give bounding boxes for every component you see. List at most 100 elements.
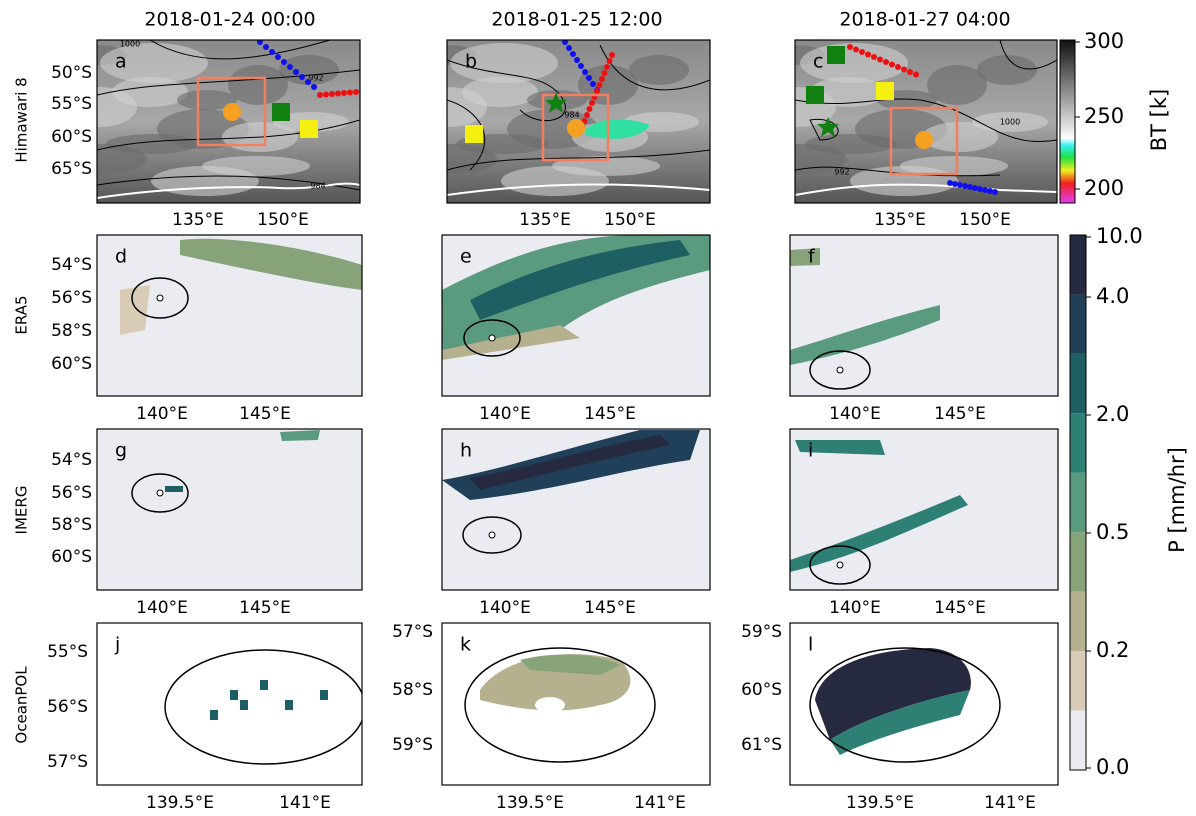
x-tick-label: 145°E bbox=[934, 404, 986, 424]
colorbar-tick-label: 0.5 bbox=[1096, 520, 1129, 544]
track-dot bbox=[599, 76, 605, 82]
x-tick-label: 145°E bbox=[934, 598, 986, 618]
track-dot bbox=[895, 64, 901, 70]
y-tick-label: 57°S bbox=[47, 752, 88, 772]
x-tick-label: 145°E bbox=[239, 404, 291, 424]
colorbar-tick-label: 300 bbox=[1084, 29, 1124, 53]
panel-letter: g bbox=[115, 440, 127, 462]
y-tick-label: 57°S bbox=[392, 622, 433, 642]
x-tick-label: 141°E bbox=[634, 793, 686, 813]
cloud bbox=[922, 122, 998, 152]
contour-label: 1000 bbox=[120, 40, 140, 49]
x-tick-label: 140°E bbox=[136, 598, 188, 618]
x-tick-label: 140°E bbox=[829, 404, 881, 424]
y-tick-label: 56°S bbox=[51, 483, 92, 503]
colorbar-segment bbox=[1070, 592, 1086, 651]
colorbar-segment bbox=[1070, 473, 1086, 532]
track-dot bbox=[607, 58, 613, 64]
radar-site bbox=[157, 295, 163, 301]
y-tick-label: 55°S bbox=[47, 642, 88, 662]
track-dot bbox=[977, 186, 983, 192]
contour-label: 992 bbox=[834, 168, 849, 177]
x-tick-label: 139.5°E bbox=[496, 793, 564, 813]
x-tick-label: 150°E bbox=[257, 210, 309, 230]
precip bbox=[230, 690, 238, 700]
panel bbox=[97, 623, 365, 785]
no-echo bbox=[535, 697, 565, 713]
radar-site bbox=[489, 335, 495, 341]
precip bbox=[790, 248, 820, 266]
track-dot bbox=[281, 59, 287, 65]
column-title: 2018-01-24 00:00 bbox=[144, 9, 315, 31]
y-tick-label: 54°S bbox=[51, 255, 92, 275]
panel-letter: a bbox=[115, 51, 127, 73]
y-tick-label: 60°S bbox=[51, 354, 92, 374]
track-dot bbox=[957, 182, 963, 188]
y-tick-label: 56°S bbox=[51, 288, 92, 308]
radar-site bbox=[837, 562, 843, 568]
cloud bbox=[850, 166, 958, 196]
y-tick-label: 50°S bbox=[51, 63, 92, 83]
colorbar-segment bbox=[1070, 711, 1086, 770]
panel-bg bbox=[97, 429, 362, 590]
track-dot bbox=[275, 54, 281, 60]
track-dot bbox=[609, 52, 615, 58]
track-dot bbox=[853, 47, 859, 53]
panel-letter: d bbox=[115, 246, 127, 268]
contour-label: 984 bbox=[310, 182, 325, 191]
track-dot bbox=[335, 91, 341, 97]
contour-label: 984 bbox=[564, 111, 579, 120]
panel-letter: e bbox=[460, 246, 472, 268]
y-tick-label: 58°S bbox=[51, 321, 92, 341]
cloud bbox=[228, 65, 288, 105]
track-dot bbox=[570, 51, 576, 57]
track-dot bbox=[347, 90, 353, 96]
x-tick-label: 139.5°E bbox=[846, 793, 914, 813]
panel-letter: c bbox=[813, 51, 823, 73]
track-dot bbox=[590, 81, 596, 87]
contour-label: 1000 bbox=[1000, 118, 1020, 127]
panel-letter: i bbox=[808, 440, 813, 462]
x-tick-label: 145°E bbox=[584, 404, 636, 424]
panel bbox=[442, 623, 710, 785]
track-dot bbox=[883, 59, 889, 65]
track-dot bbox=[847, 44, 853, 50]
track-dot bbox=[589, 100, 595, 106]
track-dot bbox=[574, 57, 580, 63]
track-dot bbox=[329, 91, 335, 97]
track-dot bbox=[859, 49, 865, 55]
marker bbox=[272, 103, 290, 121]
colorbar-segment bbox=[1070, 354, 1086, 413]
panel bbox=[442, 235, 710, 396]
marker bbox=[915, 131, 933, 149]
precip bbox=[165, 486, 183, 492]
track-dot bbox=[263, 44, 269, 50]
cloud bbox=[629, 55, 689, 85]
track-dot bbox=[604, 64, 610, 70]
panel-letter: k bbox=[460, 634, 471, 656]
track-dot bbox=[287, 64, 293, 70]
x-tick-label: 140°E bbox=[479, 404, 531, 424]
panel-letter: b bbox=[465, 51, 477, 73]
colorbar-tick-label: 10.0 bbox=[1096, 224, 1143, 248]
track-dot bbox=[967, 184, 973, 190]
x-tick-label: 135°E bbox=[519, 210, 571, 230]
track-dot bbox=[587, 106, 593, 112]
colorbar-tick-label: 0.0 bbox=[1096, 755, 1129, 779]
panel bbox=[97, 235, 362, 396]
y-tick-label: 61°S bbox=[741, 735, 782, 755]
track-dot bbox=[293, 69, 299, 75]
track-dot bbox=[353, 89, 359, 95]
row-label: Himawari 8 bbox=[13, 77, 31, 162]
cloud bbox=[411, 87, 487, 127]
cloud bbox=[151, 166, 259, 196]
x-tick-label: 140°E bbox=[829, 598, 881, 618]
x-tick-label: 140°E bbox=[136, 404, 188, 424]
precip bbox=[210, 710, 218, 720]
contour-label: 992 bbox=[308, 74, 323, 83]
panel bbox=[97, 429, 362, 590]
colorbar-segment bbox=[1070, 651, 1086, 710]
colorbar-tick-label: 250 bbox=[1084, 104, 1124, 128]
colorbar-tick-label: 0.2 bbox=[1096, 638, 1129, 662]
track-dot bbox=[269, 49, 275, 55]
